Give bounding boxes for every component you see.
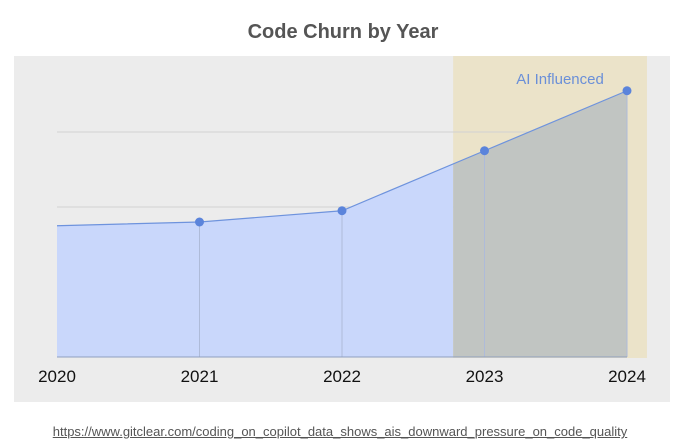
data-point-2022 [337,206,347,216]
x-tick-label: 2020 [38,367,76,386]
area-fill [57,163,454,357]
area-fill-highlighted [453,90,627,357]
ai-influenced-label: AI Influenced [516,71,604,88]
chart-title: Code Churn by Year [248,21,439,43]
vertical-grid-lines [199,90,628,357]
code-churn-chart: Code Churn by Year 2020 2021 2022 2023 2024 … [14,21,670,402]
x-tick-label: 2022 [323,367,361,386]
x-tick-label: 2021 [181,367,219,386]
x-tick-label: 2023 [466,367,504,386]
data-point-2023 [480,146,489,156]
data-point-2021 [195,217,204,227]
source-link[interactable]: https://www.gitclear.com/coding_on_copil… [52,424,628,439]
x-tick-label: 2024 [608,367,646,386]
data-point-2024 [622,86,632,96]
